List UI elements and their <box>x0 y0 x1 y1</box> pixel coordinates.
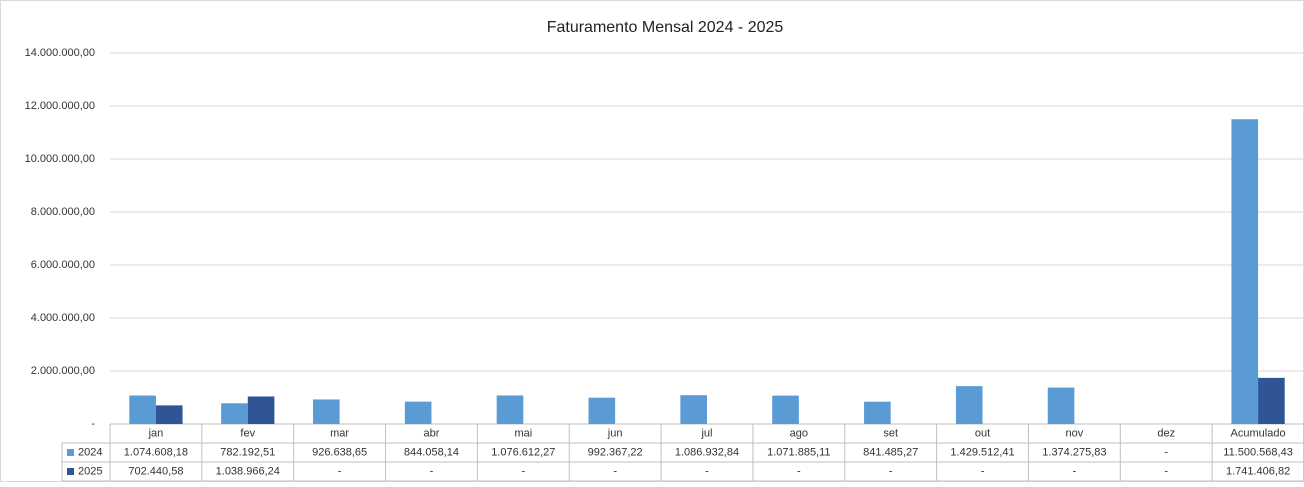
value-label: - <box>889 465 893 477</box>
bar <box>404 401 432 424</box>
value-label: 844.058,14 <box>404 446 459 458</box>
x-tick-label: mar <box>330 427 349 439</box>
value-label: 11.500.568,43 <box>1223 446 1293 458</box>
legend-key <box>67 449 74 456</box>
x-tick-label: abr <box>424 427 440 439</box>
value-label: 1.741.406,82 <box>1226 465 1290 477</box>
bar <box>1258 377 1285 424</box>
bar <box>588 397 616 424</box>
bar <box>496 395 524 424</box>
value-label: 1.071.885,11 <box>767 446 830 458</box>
bar <box>1231 119 1259 425</box>
value-label: 1.374.275,83 <box>1042 446 1106 458</box>
bar <box>772 395 799 424</box>
y-tick-label: 10.000.000,00 <box>25 153 95 165</box>
x-tick-label: dez <box>1157 427 1175 439</box>
value-label: - <box>338 465 342 477</box>
value-label: 841.485,27 <box>863 446 918 458</box>
chart-title: Faturamento Mensal 2024 - 2025 <box>547 19 784 36</box>
bar <box>864 401 891 424</box>
bar <box>221 403 248 424</box>
x-tick-label: Acumulado <box>1231 427 1286 439</box>
x-tick-label: jul <box>700 427 712 439</box>
value-label: 1.038.966,24 <box>216 465 280 477</box>
y-tick-label: 2.000.000,00 <box>31 365 95 377</box>
value-label: - <box>1164 465 1168 477</box>
x-tick-label: mai <box>514 427 532 439</box>
value-label: - <box>613 465 617 477</box>
y-tick-label: 6.000.000,00 <box>31 259 95 271</box>
bar <box>680 395 707 424</box>
value-label: 782.192,51 <box>220 446 275 458</box>
value-label: - <box>797 465 801 477</box>
legend-label: 2025 <box>78 465 102 477</box>
bar <box>312 399 340 424</box>
y-tick-label: 8.000.000,00 <box>31 206 95 218</box>
y-tick-label: 12.000.000,00 <box>25 100 95 112</box>
y-tick-label: 14.000.000,00 <box>25 47 95 59</box>
value-label: 1.076.612,27 <box>491 446 555 458</box>
value-label: - <box>430 465 434 477</box>
x-tick-label: jan <box>148 427 164 439</box>
legend-label: 2024 <box>78 446 102 458</box>
bar <box>247 396 275 424</box>
bar <box>1047 387 1075 424</box>
x-tick-label: jun <box>607 427 623 439</box>
x-tick-label: nov <box>1066 427 1084 439</box>
value-label: 1.074.608,18 <box>124 446 188 458</box>
y-tick-label: 4.000.000,00 <box>31 312 95 324</box>
x-tick-label: ago <box>790 427 808 439</box>
value-label: - <box>1164 446 1168 458</box>
value-label: 1.086.932,84 <box>675 446 739 458</box>
value-label: 702.440,58 <box>128 465 183 477</box>
value-label: 992.367,22 <box>588 446 643 458</box>
value-label: - <box>981 465 985 477</box>
value-label: 1.429.512,41 <box>950 446 1014 458</box>
y-tick-label: - <box>91 418 95 430</box>
x-tick-label: out <box>975 427 990 439</box>
value-label: - <box>705 465 709 477</box>
bar <box>155 405 183 424</box>
x-tick-label: set <box>883 427 898 439</box>
value-label: - <box>1073 465 1077 477</box>
bar <box>955 386 983 424</box>
legend-key <box>67 468 74 475</box>
value-label: 926.638,65 <box>312 446 367 458</box>
value-label: - <box>521 465 525 477</box>
x-tick-label: fev <box>240 427 255 439</box>
bar <box>129 395 156 424</box>
